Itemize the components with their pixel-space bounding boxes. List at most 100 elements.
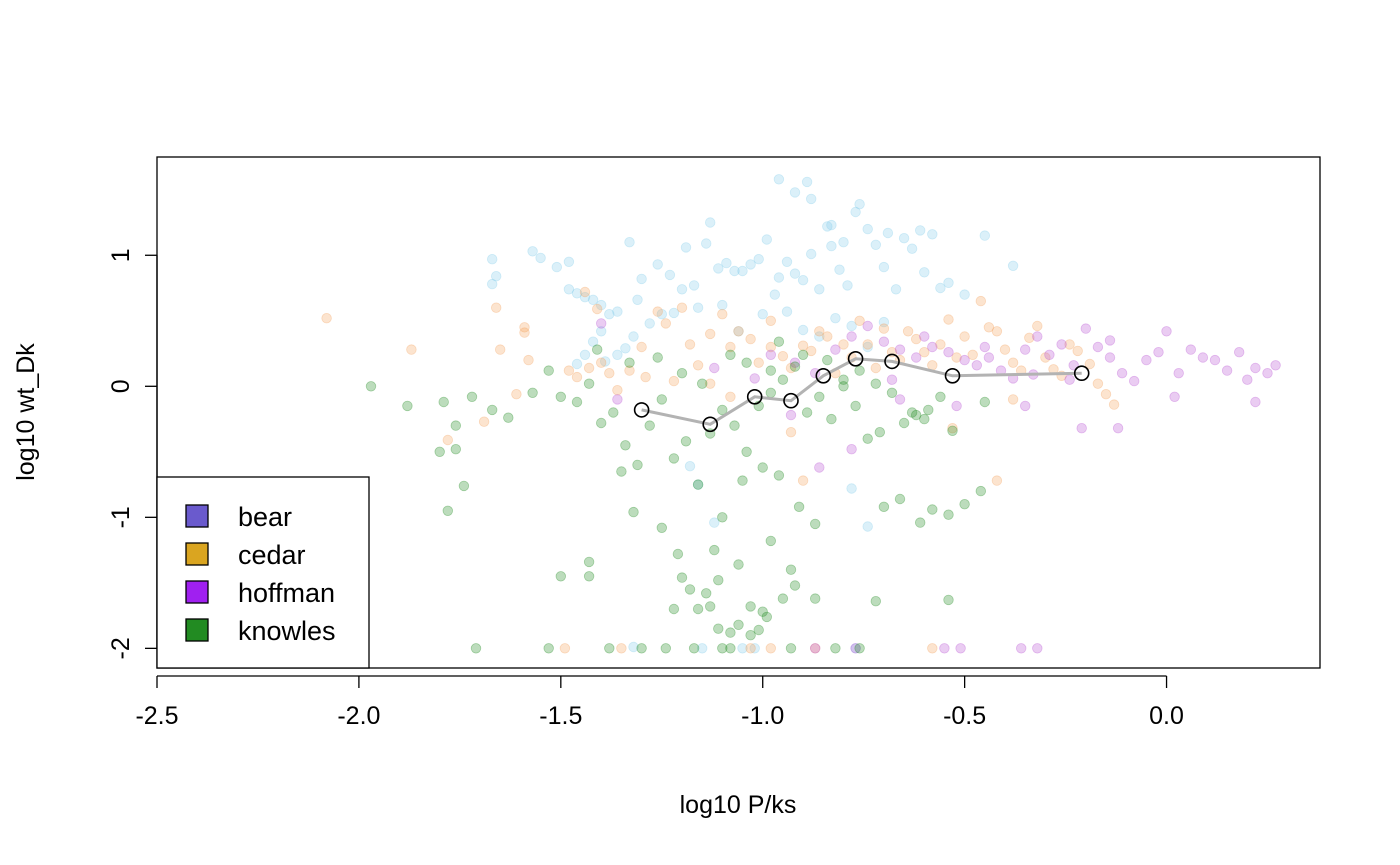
hoffman-point	[911, 352, 922, 363]
bear-point	[676, 284, 688, 295]
bear-point	[850, 206, 861, 218]
cedar-point	[1007, 357, 1019, 368]
bear-point	[830, 313, 841, 324]
hoffman-point	[1092, 341, 1104, 353]
knowles-point	[628, 506, 639, 518]
knowles-point	[777, 374, 789, 385]
knowles-point	[773, 470, 785, 481]
knowles-point	[838, 374, 849, 385]
knowles-point	[814, 391, 825, 403]
hoffman-point	[1141, 354, 1152, 366]
knowles-point	[870, 596, 882, 607]
knowles-point	[975, 485, 987, 497]
bear-point	[806, 248, 817, 260]
knowles-point	[959, 499, 970, 510]
knowles-point	[717, 512, 728, 523]
hoffman-point	[1169, 391, 1180, 403]
hoffman-point	[1242, 374, 1253, 385]
bear-point	[898, 232, 910, 244]
hoffman-point	[1032, 331, 1043, 342]
bear-point	[628, 641, 639, 653]
bear-point	[870, 239, 882, 251]
knowles-point	[753, 624, 764, 636]
knowles-point	[672, 548, 684, 560]
knowles-point	[656, 394, 668, 405]
cedar-point	[745, 333, 756, 345]
knowles-point	[761, 611, 773, 623]
cedar-point	[624, 365, 635, 376]
series-cedar	[321, 286, 1120, 654]
bear-point	[697, 643, 708, 654]
bear-point	[620, 343, 631, 354]
knowles-point	[741, 446, 752, 458]
bear-point	[749, 643, 760, 654]
legend-label: hoffman	[238, 578, 335, 608]
knowles-point	[886, 387, 898, 399]
bear-point	[906, 243, 918, 254]
knowles-point	[624, 357, 635, 368]
knowles-point	[943, 594, 954, 606]
hoffman-point	[596, 318, 607, 329]
trend-point	[783, 392, 799, 409]
legend-swatch	[185, 618, 209, 642]
bear-point	[535, 252, 546, 264]
bear-point	[806, 193, 817, 205]
cedar-point	[902, 326, 914, 337]
trend-point	[944, 367, 961, 384]
bear-point	[935, 282, 946, 294]
knowles-point	[608, 407, 619, 418]
knowles-point	[636, 643, 647, 654]
bear-point	[769, 289, 781, 300]
bear-point	[822, 221, 833, 232]
hoffman-point	[1068, 360, 1079, 371]
bear-point	[814, 284, 825, 295]
knowles-point	[854, 643, 865, 654]
knowles-point	[979, 396, 991, 408]
bear-point	[834, 264, 845, 275]
knowles-point	[765, 535, 777, 547]
cedar-point	[951, 352, 962, 363]
hoffman-point	[1209, 354, 1221, 366]
hoffman-point	[1056, 339, 1067, 350]
cedar-point	[321, 313, 332, 324]
hoffman-point	[927, 341, 938, 353]
cedar-point	[511, 389, 522, 400]
hoffman-point	[1116, 368, 1128, 379]
bear-point	[826, 240, 837, 252]
cedar-point	[442, 434, 454, 446]
knowles-point	[822, 354, 833, 366]
cedar-point	[1032, 320, 1043, 332]
x-tick-label: -2.0	[337, 702, 380, 730]
knowles-point	[543, 643, 554, 654]
knowles-point	[717, 404, 728, 416]
cedar-point	[1084, 358, 1096, 370]
bear-point	[705, 217, 716, 228]
cedar-point	[777, 351, 789, 362]
knowles-point	[911, 409, 922, 421]
knowles-point	[757, 606, 768, 617]
bear-point	[624, 236, 635, 248]
hoffman-point	[1104, 352, 1116, 363]
hoffman-point	[1019, 344, 1031, 355]
knowles-point	[450, 444, 462, 455]
cedar-point	[684, 339, 696, 350]
knowles-point	[604, 643, 615, 654]
y-tick-label: -2	[107, 637, 135, 659]
knowles-point	[797, 349, 809, 361]
hoffman-point	[846, 331, 857, 342]
bear-point	[729, 265, 740, 277]
hoffman-point	[810, 643, 821, 654]
hoffman-point	[862, 320, 873, 332]
hoffman-point	[1270, 360, 1281, 371]
knowles-point	[906, 407, 918, 418]
knowles-point	[571, 396, 583, 408]
knowles-point	[713, 623, 724, 634]
knowles-point	[927, 504, 938, 515]
knowles-point	[838, 381, 849, 392]
hoffman-point	[1250, 396, 1261, 408]
hoffman-point	[979, 341, 991, 353]
bear-point	[604, 309, 615, 320]
knowles-point	[830, 643, 841, 654]
cedar-point	[919, 347, 930, 358]
knowles-point	[701, 588, 712, 599]
